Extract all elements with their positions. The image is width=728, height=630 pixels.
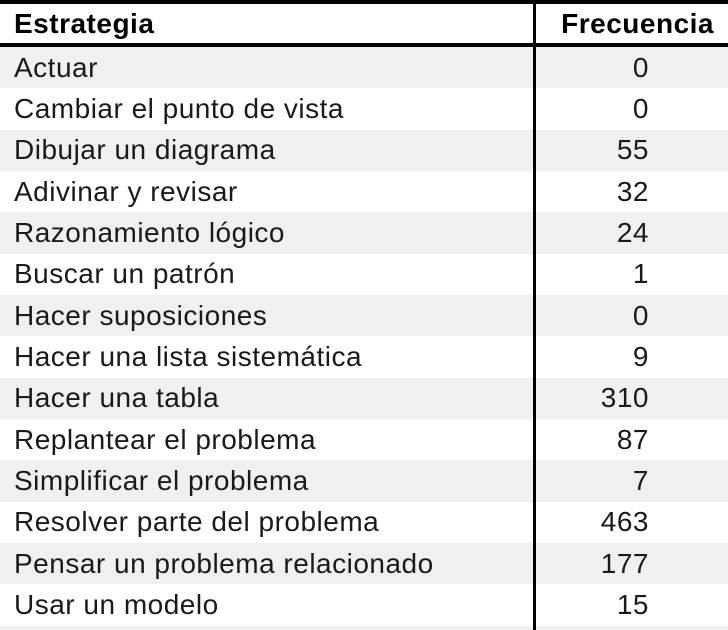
strategy-cell: Resolver parte del problema: [14, 506, 380, 538]
frequency-cell: 0: [632, 51, 649, 83]
strategy-cell: Hacer una tabla: [14, 382, 220, 414]
table-row: Replantear el problema 87: [0, 419, 728, 461]
frequency-cell: 310: [600, 382, 649, 414]
strategy-cell: Dibujar un diagrama: [14, 134, 276, 166]
strategy-cell: Pensar un problema relacionado: [14, 547, 434, 579]
clipped-next-row-strip: [0, 625, 728, 630]
frequency-cell: 24: [616, 217, 649, 249]
frequency-cell: 1: [632, 258, 649, 290]
frequency-cell: 15: [616, 589, 649, 621]
strategy-cell: Cambiar el punto de vista: [14, 93, 345, 125]
table-row: Hacer suposiciones 0: [0, 295, 728, 337]
strategy-cell: Usar un modelo: [14, 589, 219, 621]
table-body: Actuar 0 Cambiar el punto de vista 0 Dib…: [0, 47, 728, 626]
strategy-cell: Hacer suposiciones: [14, 299, 268, 331]
strategy-cell: Buscar un patrón: [14, 258, 236, 290]
table-row: Dibujar un diagrama 55: [0, 129, 728, 172]
table-row: Hacer una tabla 310: [0, 377, 728, 420]
strategy-cell: Replantear el problema: [14, 423, 317, 455]
strategy-cell: Simplificar el problema: [14, 465, 309, 497]
column-header-frecuencia: Frecuencia: [561, 7, 714, 39]
strategy-cell: Actuar: [14, 51, 98, 83]
frequency-cell: 463: [600, 506, 649, 538]
strategy-cell: Razonamiento lógico: [14, 217, 285, 249]
frequency-cell: 87: [616, 423, 649, 455]
strategy-cell: Hacer una lista sistemática: [14, 341, 363, 373]
table-row: Razonamiento lógico 24: [0, 212, 728, 254]
table-row: Adivinar y revisar 32: [0, 171, 728, 213]
frequency-cell: 177: [600, 547, 649, 579]
frequency-cell: 0: [632, 93, 649, 125]
table-row: Pensar un problema relacionado 177: [0, 543, 728, 585]
header-divider-line: [0, 43, 728, 47]
table-top-border: [0, 0, 728, 4]
frequency-cell: 7: [632, 465, 649, 497]
table-row: Cambiar el punto de vista 0: [0, 88, 728, 130]
table-row: Buscar un patrón 1: [0, 253, 728, 296]
frequency-cell: 9: [632, 341, 649, 373]
table-row: Resolver parte del problema 463: [0, 501, 728, 544]
frequency-cell: 0: [632, 299, 649, 331]
column-header-estrategia: Estrategia: [14, 7, 155, 39]
table-header-row: Estrategia Frecuencia: [0, 4, 728, 43]
table-row: Actuar 0: [0, 47, 728, 89]
frequency-cell: 55: [616, 134, 649, 166]
frequency-cell: 32: [616, 175, 649, 207]
table-row: Simplificar el problema 7: [0, 460, 728, 502]
table-row: Usar un modelo 15: [0, 584, 728, 626]
table-row: Hacer una lista sistemática 9: [0, 336, 728, 378]
column-divider-line: [533, 0, 536, 630]
strategy-cell: Adivinar y revisar: [14, 175, 238, 207]
